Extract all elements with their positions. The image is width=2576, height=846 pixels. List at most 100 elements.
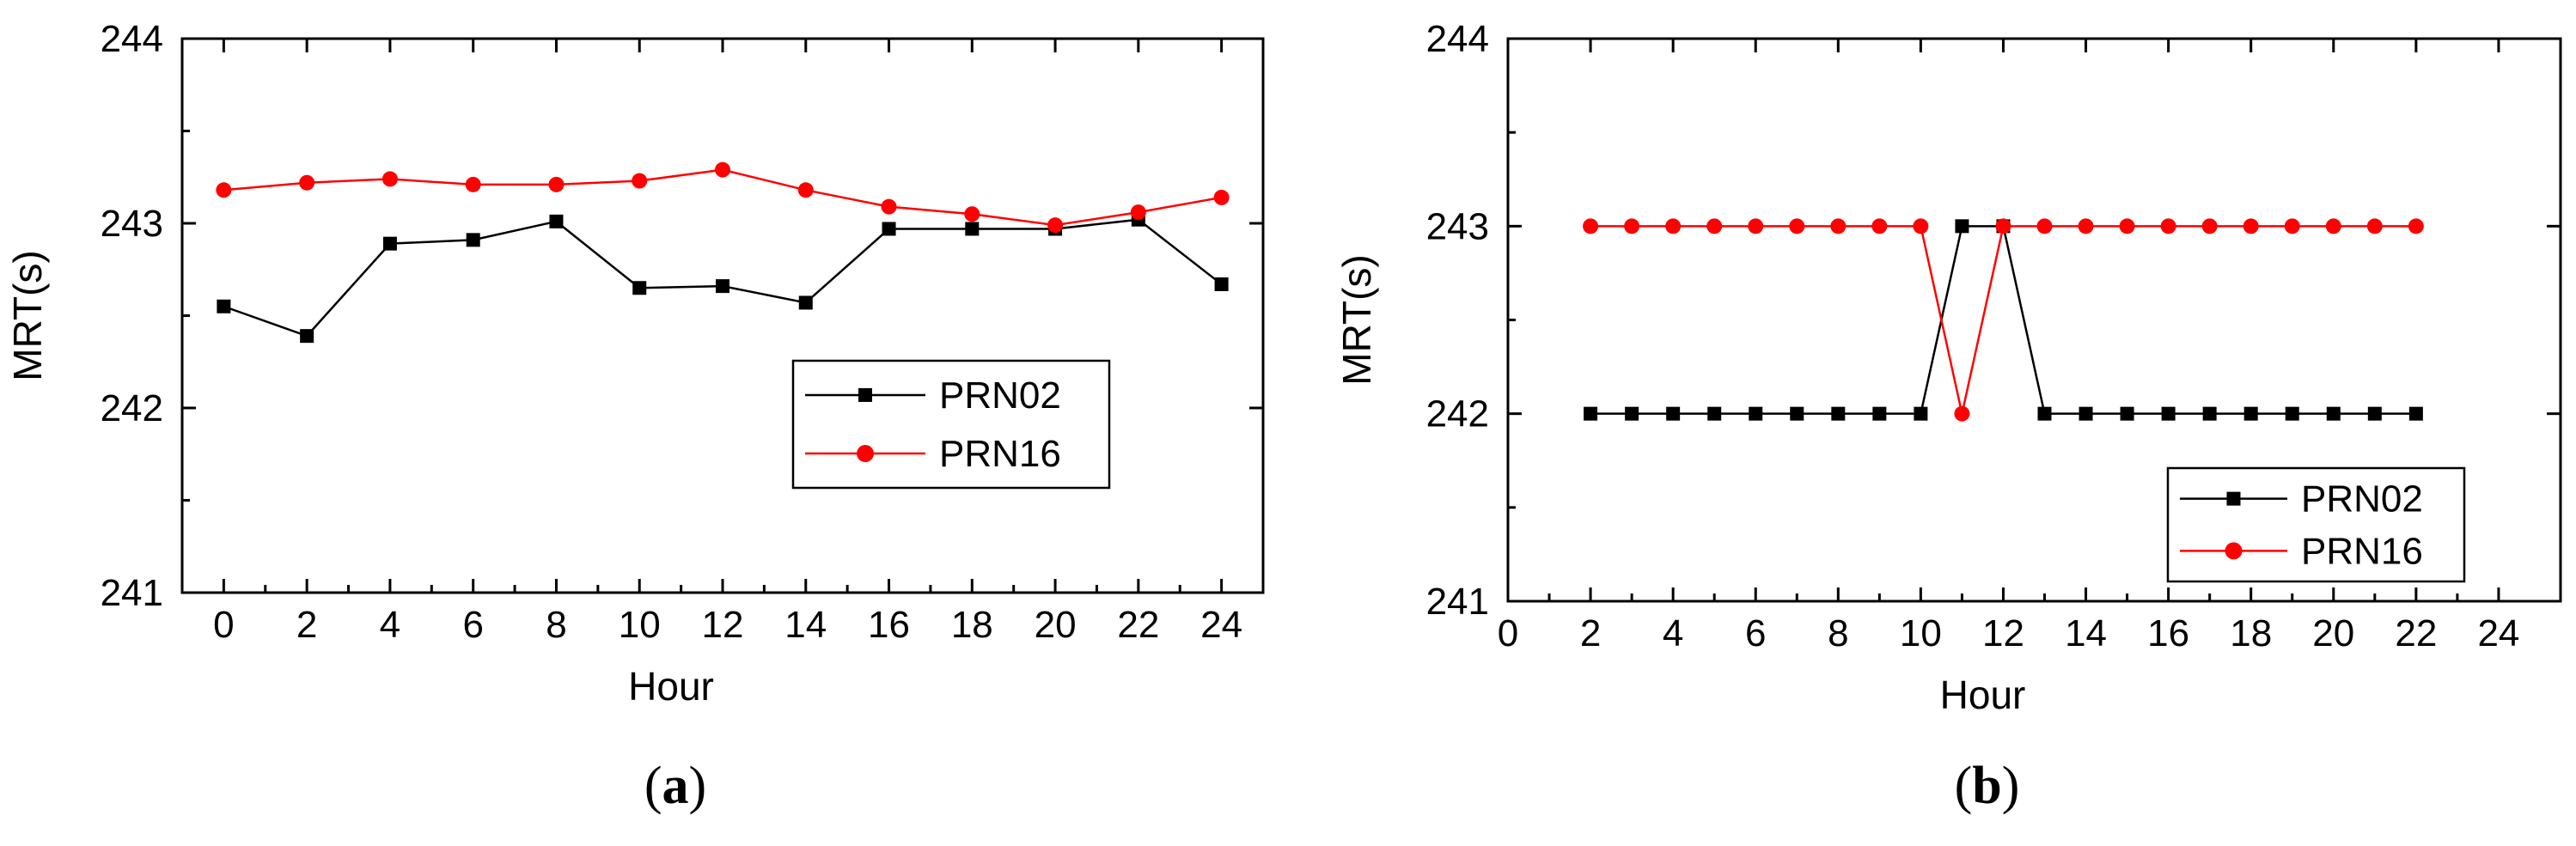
x-tick-label: 22 — [2395, 612, 2437, 654]
data-point-prn02 — [1214, 277, 1229, 291]
data-point-prn02 — [716, 279, 729, 294]
data-point-prn02 — [2037, 406, 2052, 421]
data-point-prn02 — [382, 236, 397, 251]
data-point-prn16 — [715, 161, 730, 178]
caption-close-paren: ) — [2002, 757, 2020, 815]
data-point-prn02 — [1625, 406, 1639, 421]
data-point-prn02 — [1914, 406, 1928, 421]
legend-box — [2166, 466, 2466, 583]
x-axis-title: Hour — [628, 664, 714, 709]
data-point-prn02 — [1955, 219, 1969, 234]
data-point-prn16 — [1624, 218, 1640, 234]
data-point-prn16 — [1748, 218, 1764, 234]
data-point-prn02 — [2285, 406, 2299, 421]
caption-close-paren: ) — [689, 757, 707, 815]
data-point-prn16 — [964, 206, 980, 222]
x-tick-label: 10 — [619, 604, 661, 646]
caption-letter: b — [1972, 757, 2001, 815]
series-line-prn16 — [1590, 225, 2416, 414]
legend-label: PRN02 — [939, 374, 1061, 417]
x-tick-label: 24 — [1200, 604, 1242, 646]
y-tick-label: 242 — [101, 387, 163, 429]
x-tick-label: 4 — [380, 604, 400, 646]
data-point-prn02 — [2202, 406, 2217, 421]
legend: PRN02 PRN16 — [791, 359, 1111, 490]
y-axis-title: MRT(s) — [1334, 254, 1379, 385]
data-point-prn16 — [2325, 218, 2341, 234]
legend-label: PRN02 — [2301, 478, 2423, 520]
data-point-prn02 — [1749, 406, 1763, 421]
data-point-prn16 — [2243, 218, 2259, 234]
x-tick-label: 2 — [296, 604, 317, 646]
data-point-prn02 — [2079, 406, 2093, 421]
y-axis-title: MRT(s) — [5, 250, 50, 380]
data-point-prn02 — [466, 233, 480, 247]
x-tick-label: 10 — [1900, 612, 1942, 654]
y-tick-label: 241 — [1426, 581, 1489, 623]
data-point-prn16 — [632, 173, 648, 189]
x-tick-label: 0 — [213, 604, 234, 646]
x-tick-label: 20 — [1035, 604, 1077, 646]
x-tick-label: 0 — [1498, 612, 1518, 654]
panel-b-chart: 0 2 4 6 8 10 12 14 16 18 20 22 24241242243244HourMRT… — [1334, 18, 2562, 815]
data-point-prn02 — [1790, 406, 1804, 421]
legend-marker — [857, 445, 874, 463]
data-point-prn16 — [1213, 189, 1230, 205]
legend-marker — [2225, 542, 2243, 560]
x-tick-label: 2 — [1580, 612, 1601, 654]
data-point-prn16 — [2201, 218, 2218, 234]
caption-open-paren: ( — [1955, 757, 1973, 815]
data-point-prn02 — [217, 299, 231, 313]
data-point-prn16 — [1665, 218, 1682, 234]
x-tick-label: 24 — [2477, 612, 2519, 654]
data-point-prn02 — [2367, 406, 2382, 421]
x-tick-label: 22 — [1117, 604, 1159, 646]
data-point-prn02 — [2120, 406, 2134, 421]
panel-caption: (b) — [1955, 757, 2020, 815]
data-point-prn16 — [2408, 218, 2424, 234]
x-tick-label: 18 — [2230, 612, 2272, 654]
legend-marker — [858, 387, 872, 402]
data-point-prn02 — [798, 295, 813, 310]
legend-marker — [2226, 491, 2241, 506]
x-tick-label: 12 — [702, 604, 744, 646]
caption-letter: a — [662, 757, 689, 815]
x-tick-label: 18 — [951, 604, 993, 646]
data-point-prn16 — [1871, 218, 1888, 234]
legend-box — [791, 359, 1111, 490]
data-point-prn16 — [1954, 405, 1970, 422]
data-point-prn16 — [1995, 218, 2011, 234]
y-tick-label: 243 — [101, 203, 163, 245]
y-tick-label: 244 — [101, 18, 163, 60]
y-tick-label: 243 — [1426, 205, 1489, 247]
data-point-prn16 — [1913, 218, 1929, 234]
data-point-prn16 — [1789, 218, 1805, 234]
data-point-prn16 — [465, 176, 481, 192]
x-tick-label: 6 — [1745, 612, 1766, 654]
x-tick-label: 8 — [546, 604, 566, 646]
data-point-prn02 — [965, 222, 980, 236]
data-point-prn16 — [299, 174, 315, 191]
data-point-prn16 — [2078, 218, 2094, 234]
data-point-prn02 — [632, 281, 647, 295]
data-point-prn16 — [382, 171, 398, 187]
data-point-prn16 — [797, 182, 814, 198]
data-point-prn02 — [1872, 406, 1887, 421]
data-point-prn02 — [300, 329, 314, 344]
data-point-prn16 — [216, 182, 232, 198]
panel-a-chart: 0 2 4 6 8 10 12 14 16 18 20 22 24241242243244HourMRT… — [5, 18, 1265, 815]
data-point-prn02 — [1831, 406, 1846, 421]
y-tick-label: 241 — [101, 572, 163, 614]
legend-label: PRN16 — [2301, 530, 2423, 572]
data-point-prn02 — [549, 214, 564, 228]
panel-caption: (a) — [644, 757, 706, 815]
x-tick-label: 20 — [2312, 612, 2354, 654]
data-point-prn02 — [1707, 406, 1722, 421]
x-tick-label: 14 — [784, 604, 827, 646]
data-point-prn02 — [1584, 406, 1598, 421]
data-point-prn16 — [881, 198, 897, 215]
data-point-prn02 — [1666, 406, 1681, 421]
x-tick-label: 8 — [1828, 612, 1848, 654]
data-point-prn02 — [882, 222, 896, 236]
caption-open-paren: ( — [644, 757, 662, 815]
